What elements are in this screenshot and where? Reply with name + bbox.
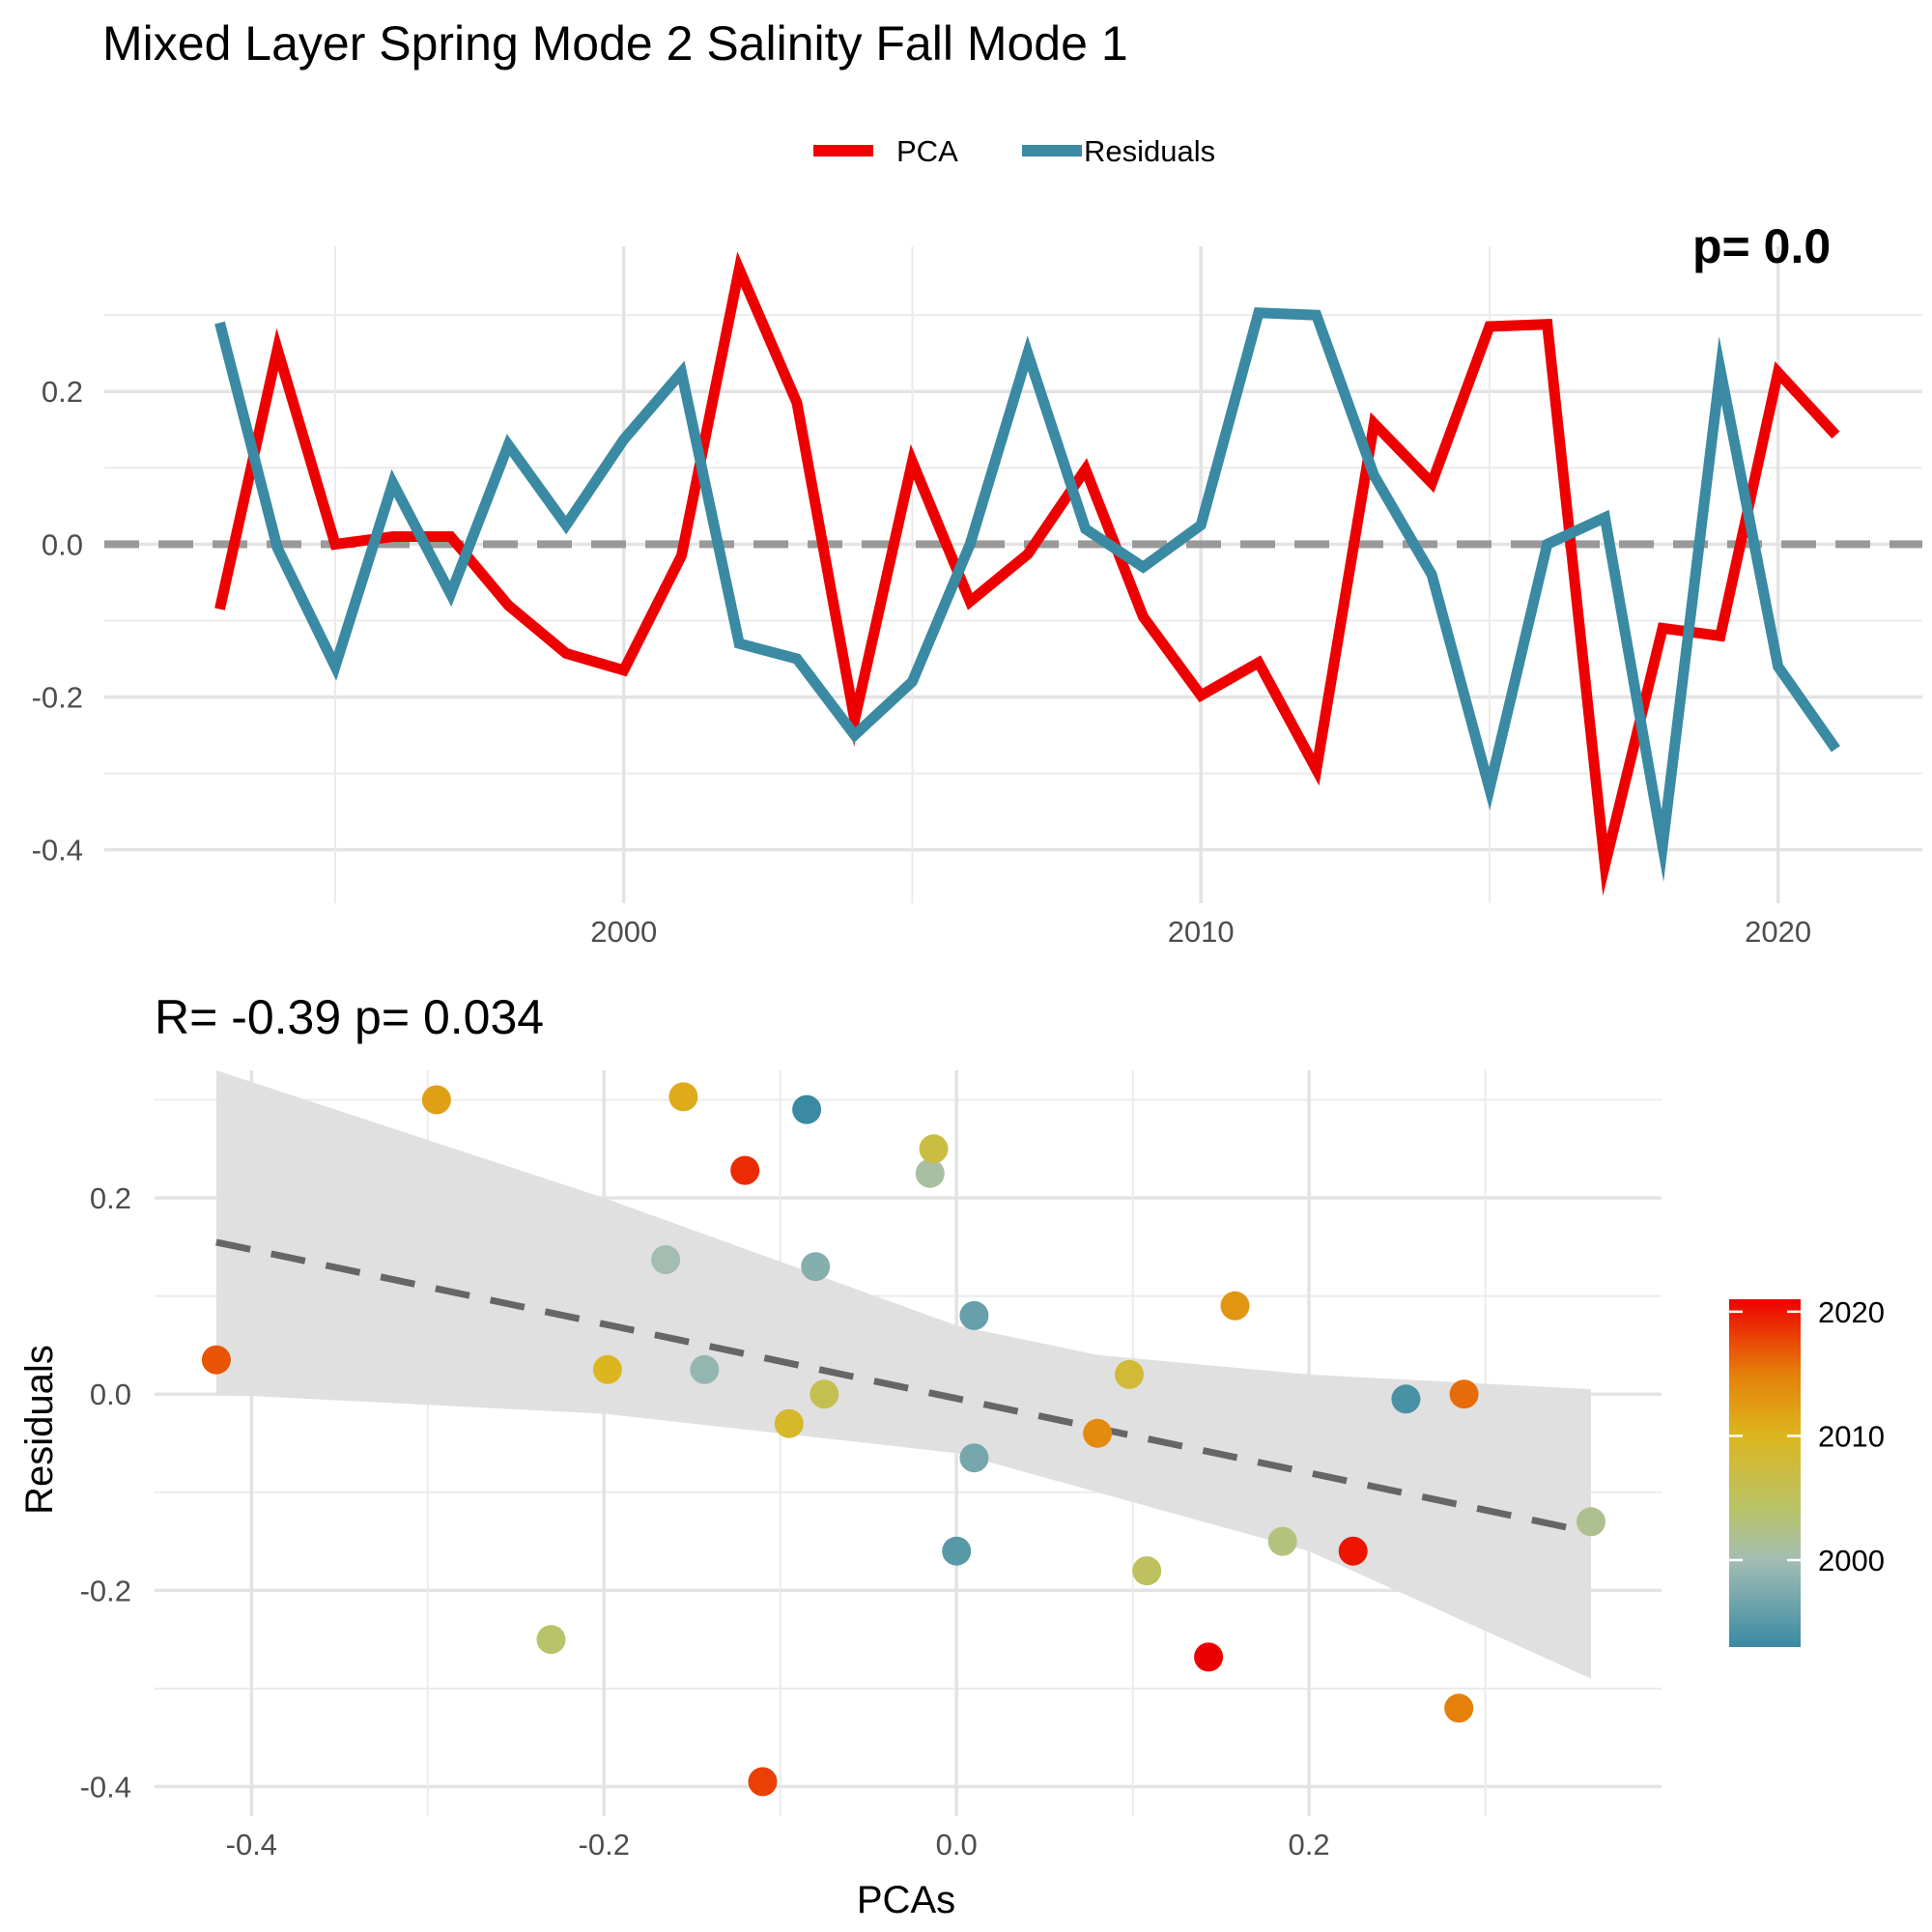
scatter-point-2011: [668, 1082, 698, 1112]
series-line-pca: [214, 251, 1840, 896]
colorbar-tick-label-2000: 2000: [1818, 1544, 1885, 1577]
timeseries-y-tick-labels: -0.4 -0.2 0.0 0.2: [32, 375, 83, 867]
scatter-point-1995: [942, 1536, 972, 1566]
confidence-band: [215, 1070, 1591, 1679]
scatter-x-tick-labels: -0.4 -0.2 0.0 0.2: [226, 1828, 1330, 1861]
scatter-point-2009: [774, 1408, 804, 1438]
scatter-point-1997: [959, 1443, 989, 1473]
scatter-x-tick-label-0: 0.0: [936, 1828, 978, 1861]
timeseries-corner-annotation: p= 0.0: [1692, 219, 1831, 273]
timeseries-y-tick-label-m0p4: -0.4: [32, 834, 83, 867]
year-colorbar: 2000 2010 2020: [1729, 1295, 1885, 1647]
timeseries-x-tick-label-2010: 2010: [1168, 915, 1235, 949]
timeseries-panel: -0.4 -0.2 0.0 0.2 2000 2010 2020 p= 0.0 PCA R…: [32, 134, 1922, 949]
timeseries-x-tick-label-2000: 2000: [590, 915, 657, 949]
scatter-x-axis-title: PCAs: [857, 1879, 955, 1921]
scatter-point-2001: [915, 1158, 945, 1188]
scatter-point-2000: [651, 1245, 681, 1274]
timeseries-y-tick-label-0p2: 0.2: [42, 375, 83, 409]
timeseries-x-tick-label-2020: 2020: [1745, 915, 1811, 949]
scatter-point-2002: [1577, 1507, 1605, 1537]
figure-title: Mixed Layer Spring Mode 2 Salinity Fall …: [102, 16, 1128, 71]
legend-label-residuals: Residuals: [1084, 134, 1215, 168]
series-line-residuals: [214, 307, 1840, 883]
scatter-point-2005: [1132, 1556, 1162, 1586]
scatter-y-tick-labels: -0.4 -0.2 0.0 0.2: [80, 1181, 131, 1804]
timeseries-gridlines: [104, 246, 1922, 903]
scatter-panel: R= -0.39 p= 0.034 -0.4-0.20.00.2 -0.4 -0.…: [18, 990, 1885, 1921]
scatter-y-tick-label-0: 0.0: [90, 1378, 131, 1411]
scatter-point-2016: [1449, 1379, 1479, 1409]
timeseries-y-tick-label-m0p2: -0.2: [32, 681, 83, 715]
scatter-point-1994: [1391, 1384, 1421, 1414]
regression-line: [215, 1238, 1592, 1536]
scatter-point-1998: [801, 1252, 831, 1282]
scatter-y-tick-label-0p2: 0.2: [90, 1181, 131, 1215]
scatter-point-2017: [201, 1345, 231, 1375]
scatter-point-2015: [1444, 1693, 1474, 1723]
scatter-point-2013: [1220, 1291, 1250, 1321]
colorbar-ticks: 2000 2010 2020: [1729, 1295, 1885, 1577]
timeseries-x-tick-labels: 2000 2010 2020: [590, 915, 1811, 949]
scatter-point-1996: [959, 1300, 989, 1330]
scatter-y-axis-title: Residuals: [18, 1345, 61, 1515]
scatter-point-2008: [1115, 1359, 1144, 1389]
scatter-point-2007: [919, 1134, 949, 1164]
scatter-point-2004: [536, 1625, 566, 1655]
scatter-point-2018: [748, 1767, 778, 1797]
scatter-point-2019: [730, 1155, 760, 1185]
scatter-x-tick-label-0p2: 0.2: [1289, 1828, 1330, 1861]
scatter-point-2010: [592, 1354, 622, 1384]
scatter-x-tick-label-m0p4: -0.4: [226, 1828, 277, 1861]
scatter-point-2012: [421, 1085, 451, 1115]
scatter-point-1999: [690, 1354, 720, 1384]
timeseries-y-tick-label-0: 0.0: [42, 527, 83, 561]
scatter-point-2021: [1194, 1642, 1224, 1672]
scatter-point-2020: [1338, 1536, 1368, 1566]
scatter-subtitle: R= -0.39 p= 0.034: [155, 990, 544, 1044]
scatter-points: [201, 1082, 1605, 1797]
legend-label-pca: PCA: [896, 134, 958, 168]
scatter-x-tick-label-m0p2: -0.2: [579, 1828, 630, 1861]
timeseries-series: [214, 251, 1840, 896]
scatter-point-2003: [1267, 1526, 1297, 1556]
colorbar-gradient: [1729, 1299, 1801, 1647]
timeseries-legend: PCA Residuals: [813, 134, 1215, 168]
scatter-point-1993: [792, 1094, 822, 1124]
scatter-y-tick-label-m0p4: -0.4: [80, 1771, 131, 1804]
scatter-point-2014: [1083, 1418, 1113, 1448]
colorbar-tick-label-2010: 2010: [1818, 1419, 1885, 1453]
colorbar-tick-label-2020: 2020: [1818, 1295, 1885, 1329]
scatter-y-tick-label-m0p2: -0.2: [80, 1574, 131, 1607]
scatter-point-2006: [810, 1379, 839, 1409]
